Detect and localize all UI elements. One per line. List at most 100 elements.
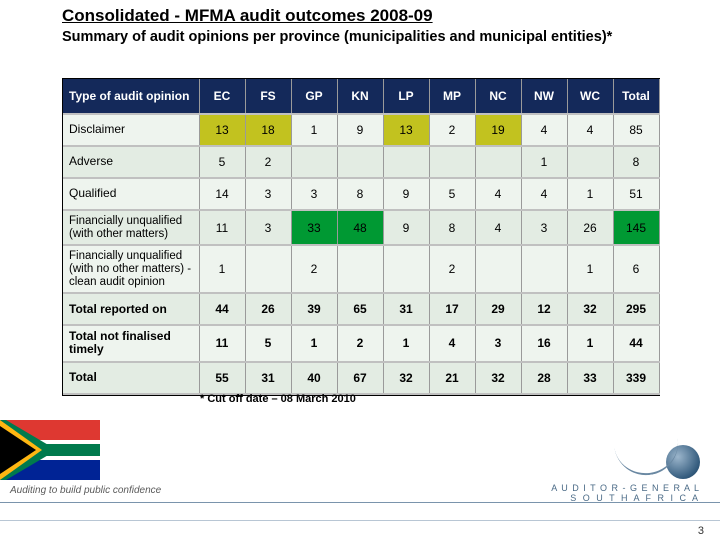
cell: 18	[245, 114, 291, 146]
cell: 26	[245, 293, 291, 325]
cell: 31	[383, 293, 429, 325]
cell: 5	[245, 325, 291, 361]
cell: 2	[429, 245, 475, 293]
cell: 4	[521, 114, 567, 146]
cell: 32	[475, 362, 521, 394]
table-row: Financially unqualified (with no other m…	[63, 245, 659, 293]
row-label: Adverse	[63, 146, 199, 178]
cell: 32	[383, 362, 429, 394]
cell: 55	[199, 362, 245, 394]
col-header-gp: GP	[291, 79, 337, 114]
cell: 2	[429, 114, 475, 146]
page-subtitle: Summary of audit opinions per province (…	[62, 28, 662, 46]
cell: 31	[245, 362, 291, 394]
cell: 39	[291, 293, 337, 325]
footer-rule-2	[0, 520, 720, 521]
page-number: 3	[698, 525, 704, 537]
cell: 17	[429, 293, 475, 325]
row-label: Qualified	[63, 178, 199, 210]
row-label: Total	[63, 362, 199, 394]
col-header-nc: NC	[475, 79, 521, 114]
col-header-ec: EC	[199, 79, 245, 114]
cell: 1	[521, 146, 567, 178]
cell: 11	[199, 210, 245, 245]
cell: 2	[245, 146, 291, 178]
cell: 8	[429, 210, 475, 245]
cell	[475, 146, 521, 178]
footer-rule-1	[0, 502, 720, 503]
cell: 1	[383, 325, 429, 361]
cell: 44	[613, 325, 659, 361]
col-header-lp: LP	[383, 79, 429, 114]
cell: 14	[199, 178, 245, 210]
cell: 13	[199, 114, 245, 146]
cell	[245, 245, 291, 293]
footnote: * Cut off date – 08 March 2010	[200, 393, 356, 405]
sa-flag-graphic	[0, 420, 100, 480]
cell: 9	[383, 178, 429, 210]
cell: 3	[291, 178, 337, 210]
cell: 9	[383, 210, 429, 245]
cell: 32	[567, 293, 613, 325]
cell: 4	[567, 114, 613, 146]
col-header-total: Total	[613, 79, 659, 114]
col-header-mp: MP	[429, 79, 475, 114]
row-label: Total reported on	[63, 293, 199, 325]
cell: 6	[613, 245, 659, 293]
cell: 4	[475, 178, 521, 210]
cell: 51	[613, 178, 659, 210]
cell: 2	[291, 245, 337, 293]
cell: 44	[199, 293, 245, 325]
row-label: Disclaimer	[63, 114, 199, 146]
cell: 2	[337, 325, 383, 361]
cell: 33	[291, 210, 337, 245]
table-row: Financially unqualified (with other matt…	[63, 210, 659, 245]
row-label: Total not finalised timely	[63, 325, 199, 361]
cell: 48	[337, 210, 383, 245]
cell: 33	[567, 362, 613, 394]
cell: 1	[567, 178, 613, 210]
cell	[429, 146, 475, 178]
cell: 85	[613, 114, 659, 146]
cell	[383, 245, 429, 293]
tagline-text: Auditing to build public confidence	[10, 485, 161, 496]
cell	[383, 146, 429, 178]
cell: 28	[521, 362, 567, 394]
cell: 4	[429, 325, 475, 361]
cell: 40	[291, 362, 337, 394]
table-row: Adverse5218	[63, 146, 659, 178]
cell: 1	[567, 325, 613, 361]
cell: 4	[521, 178, 567, 210]
row-label: Financially unqualified (with no other m…	[63, 245, 199, 293]
cell: 21	[429, 362, 475, 394]
cell: 11	[199, 325, 245, 361]
audit-table: Type of audit opinionECFSGPKNLPMPNCNWWCT…	[62, 78, 660, 396]
cell: 12	[521, 293, 567, 325]
cell: 5	[199, 146, 245, 178]
table-row: Qualified143389544151	[63, 178, 659, 210]
cell	[521, 245, 567, 293]
cell	[337, 245, 383, 293]
cell	[337, 146, 383, 178]
cell: 13	[383, 114, 429, 146]
row-label: Financially unqualified (with other matt…	[63, 210, 199, 245]
cell: 4	[475, 210, 521, 245]
cell: 5	[429, 178, 475, 210]
cell	[291, 146, 337, 178]
cell: 339	[613, 362, 659, 394]
cell: 3	[245, 210, 291, 245]
cell: 145	[613, 210, 659, 245]
cell: 3	[475, 325, 521, 361]
cell: 1	[291, 114, 337, 146]
cell: 295	[613, 293, 659, 325]
col-header-nw: NW	[521, 79, 567, 114]
table-row: Disclaimer131819132194485	[63, 114, 659, 146]
cell: 26	[567, 210, 613, 245]
ag-logo: A U D I T O R - G E N E R A L S O U T H …	[530, 445, 700, 500]
cell: 1	[567, 245, 613, 293]
cell: 3	[245, 178, 291, 210]
col-header-fs: FS	[245, 79, 291, 114]
cell: 29	[475, 293, 521, 325]
cell	[567, 146, 613, 178]
cell: 67	[337, 362, 383, 394]
